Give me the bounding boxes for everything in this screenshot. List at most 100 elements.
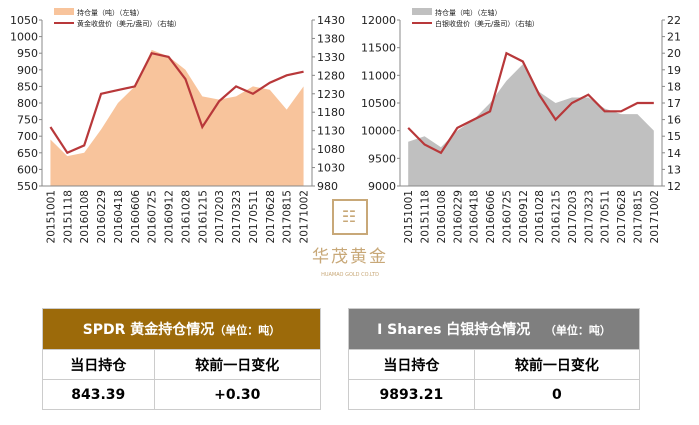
table-header: SPDR 黄金持仓情况（单位：吨） xyxy=(42,308,321,350)
y2-tick-label: 1080 xyxy=(317,143,345,156)
x-tick-label: 20161215 xyxy=(197,190,209,243)
silver-table: I Shares 白银持仓情况 （单位：吨） 当日持仓 较前一日变化 9893.2… xyxy=(348,308,641,410)
gold-table: SPDR 黄金持仓情况（单位：吨） 当日持仓 较前一日变化 843.39 +0.30 xyxy=(42,308,322,410)
y2-tick-label: 16 xyxy=(667,114,681,127)
x-tick-label: 20170815 xyxy=(632,190,644,243)
y2-tick-label: 14 xyxy=(667,147,681,160)
x-tick-label: 20160912 xyxy=(164,190,176,243)
x-tick-label: 20151001 xyxy=(403,190,415,243)
x-tick-label: 20170323 xyxy=(583,190,595,243)
y-tick-label: 800 xyxy=(17,97,38,110)
x-tick-label: 20161028 xyxy=(534,190,546,243)
y2-tick-label: 20 xyxy=(667,47,681,60)
y-tick-label: 11000 xyxy=(361,69,396,82)
y2-tick-label: 980 xyxy=(317,180,338,193)
logo-subtitle: HUAMAO GOLD CO.LTD xyxy=(321,272,379,278)
logo-icon-glyph: ☷ xyxy=(342,207,356,226)
column-header: 较前一日变化 xyxy=(473,349,641,380)
table-unit: （单位：吨） xyxy=(544,324,611,337)
y-tick-label: 900 xyxy=(17,64,38,77)
table-header: I Shares 白银持仓情况 （单位：吨） xyxy=(348,308,640,350)
x-tick-label: 20170628 xyxy=(616,190,628,243)
y2-tick-label: 1380 xyxy=(317,32,345,45)
y2-tick-label: 1130 xyxy=(317,125,345,138)
legend-label: 持仓量（吨）（左轴） xyxy=(435,8,502,17)
x-tick-label: 20160229 xyxy=(96,190,108,243)
x-tick-label: 20151118 xyxy=(62,190,74,243)
column-header: 较前一日变化 xyxy=(153,349,322,380)
y-tick-label: 9500 xyxy=(368,152,396,165)
y2-tick-label: 1030 xyxy=(317,162,345,175)
y2-tick-label: 1330 xyxy=(317,51,345,64)
logo: ☷ 华茂黄金 HUAMAO GOLD CO.LTD xyxy=(312,199,388,278)
x-tick-label: 20170511 xyxy=(248,190,260,243)
x-tick-label: 20170815 xyxy=(282,190,294,243)
y2-tick-label: 22 xyxy=(667,14,681,27)
legend-swatch xyxy=(412,8,432,15)
y-tick-label: 9000 xyxy=(368,180,396,193)
logo-name: 华茂黄金 xyxy=(312,247,388,267)
column-header: 当日持仓 xyxy=(42,349,155,380)
x-tick-label: 20160108 xyxy=(436,190,448,243)
table-title: SPDR 黄金持仓情况 xyxy=(82,322,215,338)
cell: 0 xyxy=(473,379,641,410)
y-tick-label: 1050 xyxy=(10,14,38,27)
x-tick-label: 20160418 xyxy=(469,190,481,243)
legend-swatch xyxy=(54,8,74,15)
y-tick-label: 11500 xyxy=(361,42,396,55)
x-tick-label: 20171002 xyxy=(649,190,661,243)
cell: 9893.21 xyxy=(348,379,475,410)
cell: 843.39 xyxy=(42,379,155,410)
logo-icon xyxy=(332,199,368,235)
y-tick-label: 650 xyxy=(17,147,38,160)
y2-tick-label: 21 xyxy=(667,31,681,44)
x-tick-label: 20170203 xyxy=(567,190,579,243)
x-tick-label: 20151001 xyxy=(45,190,57,243)
holdings-area xyxy=(50,49,304,186)
x-tick-label: 20171002 xyxy=(299,190,311,243)
legend-label: 持仓量（吨）（左轴） xyxy=(77,8,144,17)
y2-tick-label: 1230 xyxy=(317,88,345,101)
legend-label: 白银收盘价（美元/盎司）（右轴） xyxy=(435,19,539,28)
cell: +0.30 xyxy=(153,379,322,410)
x-tick-label: 20160606 xyxy=(130,190,142,244)
y2-tick-label: 18 xyxy=(667,80,681,93)
x-tick-label: 20170203 xyxy=(214,190,226,243)
legend-label: 黄金收盘价（美元/盎司）（右轴） xyxy=(77,19,181,28)
y2-tick-label: 1180 xyxy=(317,106,345,119)
x-tick-label: 20160725 xyxy=(501,190,513,243)
x-tick-label: 20160108 xyxy=(79,190,91,243)
charts: ☷ 华茂黄金 HUAMAO GOLD CO.LTD 550 600 650 700 75… xyxy=(10,8,681,278)
y-tick-label: 10500 xyxy=(361,97,396,110)
x-tick-label: 20160606 xyxy=(485,190,497,244)
x-tick-label: 20151118 xyxy=(420,190,432,243)
y2-tick-label: 17 xyxy=(667,97,681,110)
y2-tick-label: 19 xyxy=(667,64,681,77)
y2-tick-label: 12 xyxy=(667,180,681,193)
holdings-area xyxy=(408,64,654,186)
x-tick-label: 20170628 xyxy=(265,190,277,243)
y-tick-label: 10000 xyxy=(361,125,396,138)
table-unit: （单位：吨） xyxy=(214,324,281,337)
x-tick-label: 20161028 xyxy=(180,190,192,243)
x-tick-label: 20170511 xyxy=(600,190,612,243)
y2-tick-label: 13 xyxy=(667,163,681,176)
x-tick-label: 20160912 xyxy=(518,190,530,243)
price-line xyxy=(407,51,654,155)
price-line xyxy=(49,51,304,155)
x-tick-label: 20160725 xyxy=(147,190,159,243)
y2-tick-label: 1430 xyxy=(317,14,345,27)
y-tick-label: 850 xyxy=(17,80,38,93)
x-tick-label: 20160418 xyxy=(113,190,125,243)
x-tick-label: 20160229 xyxy=(452,190,464,243)
column-header: 当日持仓 xyxy=(348,349,475,380)
table-title: I Shares 白银持仓情况 xyxy=(377,322,531,338)
y-tick-label: 12000 xyxy=(361,14,396,27)
y-tick-label: 750 xyxy=(17,114,38,127)
y-tick-label: 950 xyxy=(17,47,38,60)
y-tick-label: 600 xyxy=(17,163,38,176)
y2-tick-label: 15 xyxy=(667,130,681,143)
y-tick-label: 700 xyxy=(17,130,38,143)
y-tick-label: 1000 xyxy=(10,31,38,44)
